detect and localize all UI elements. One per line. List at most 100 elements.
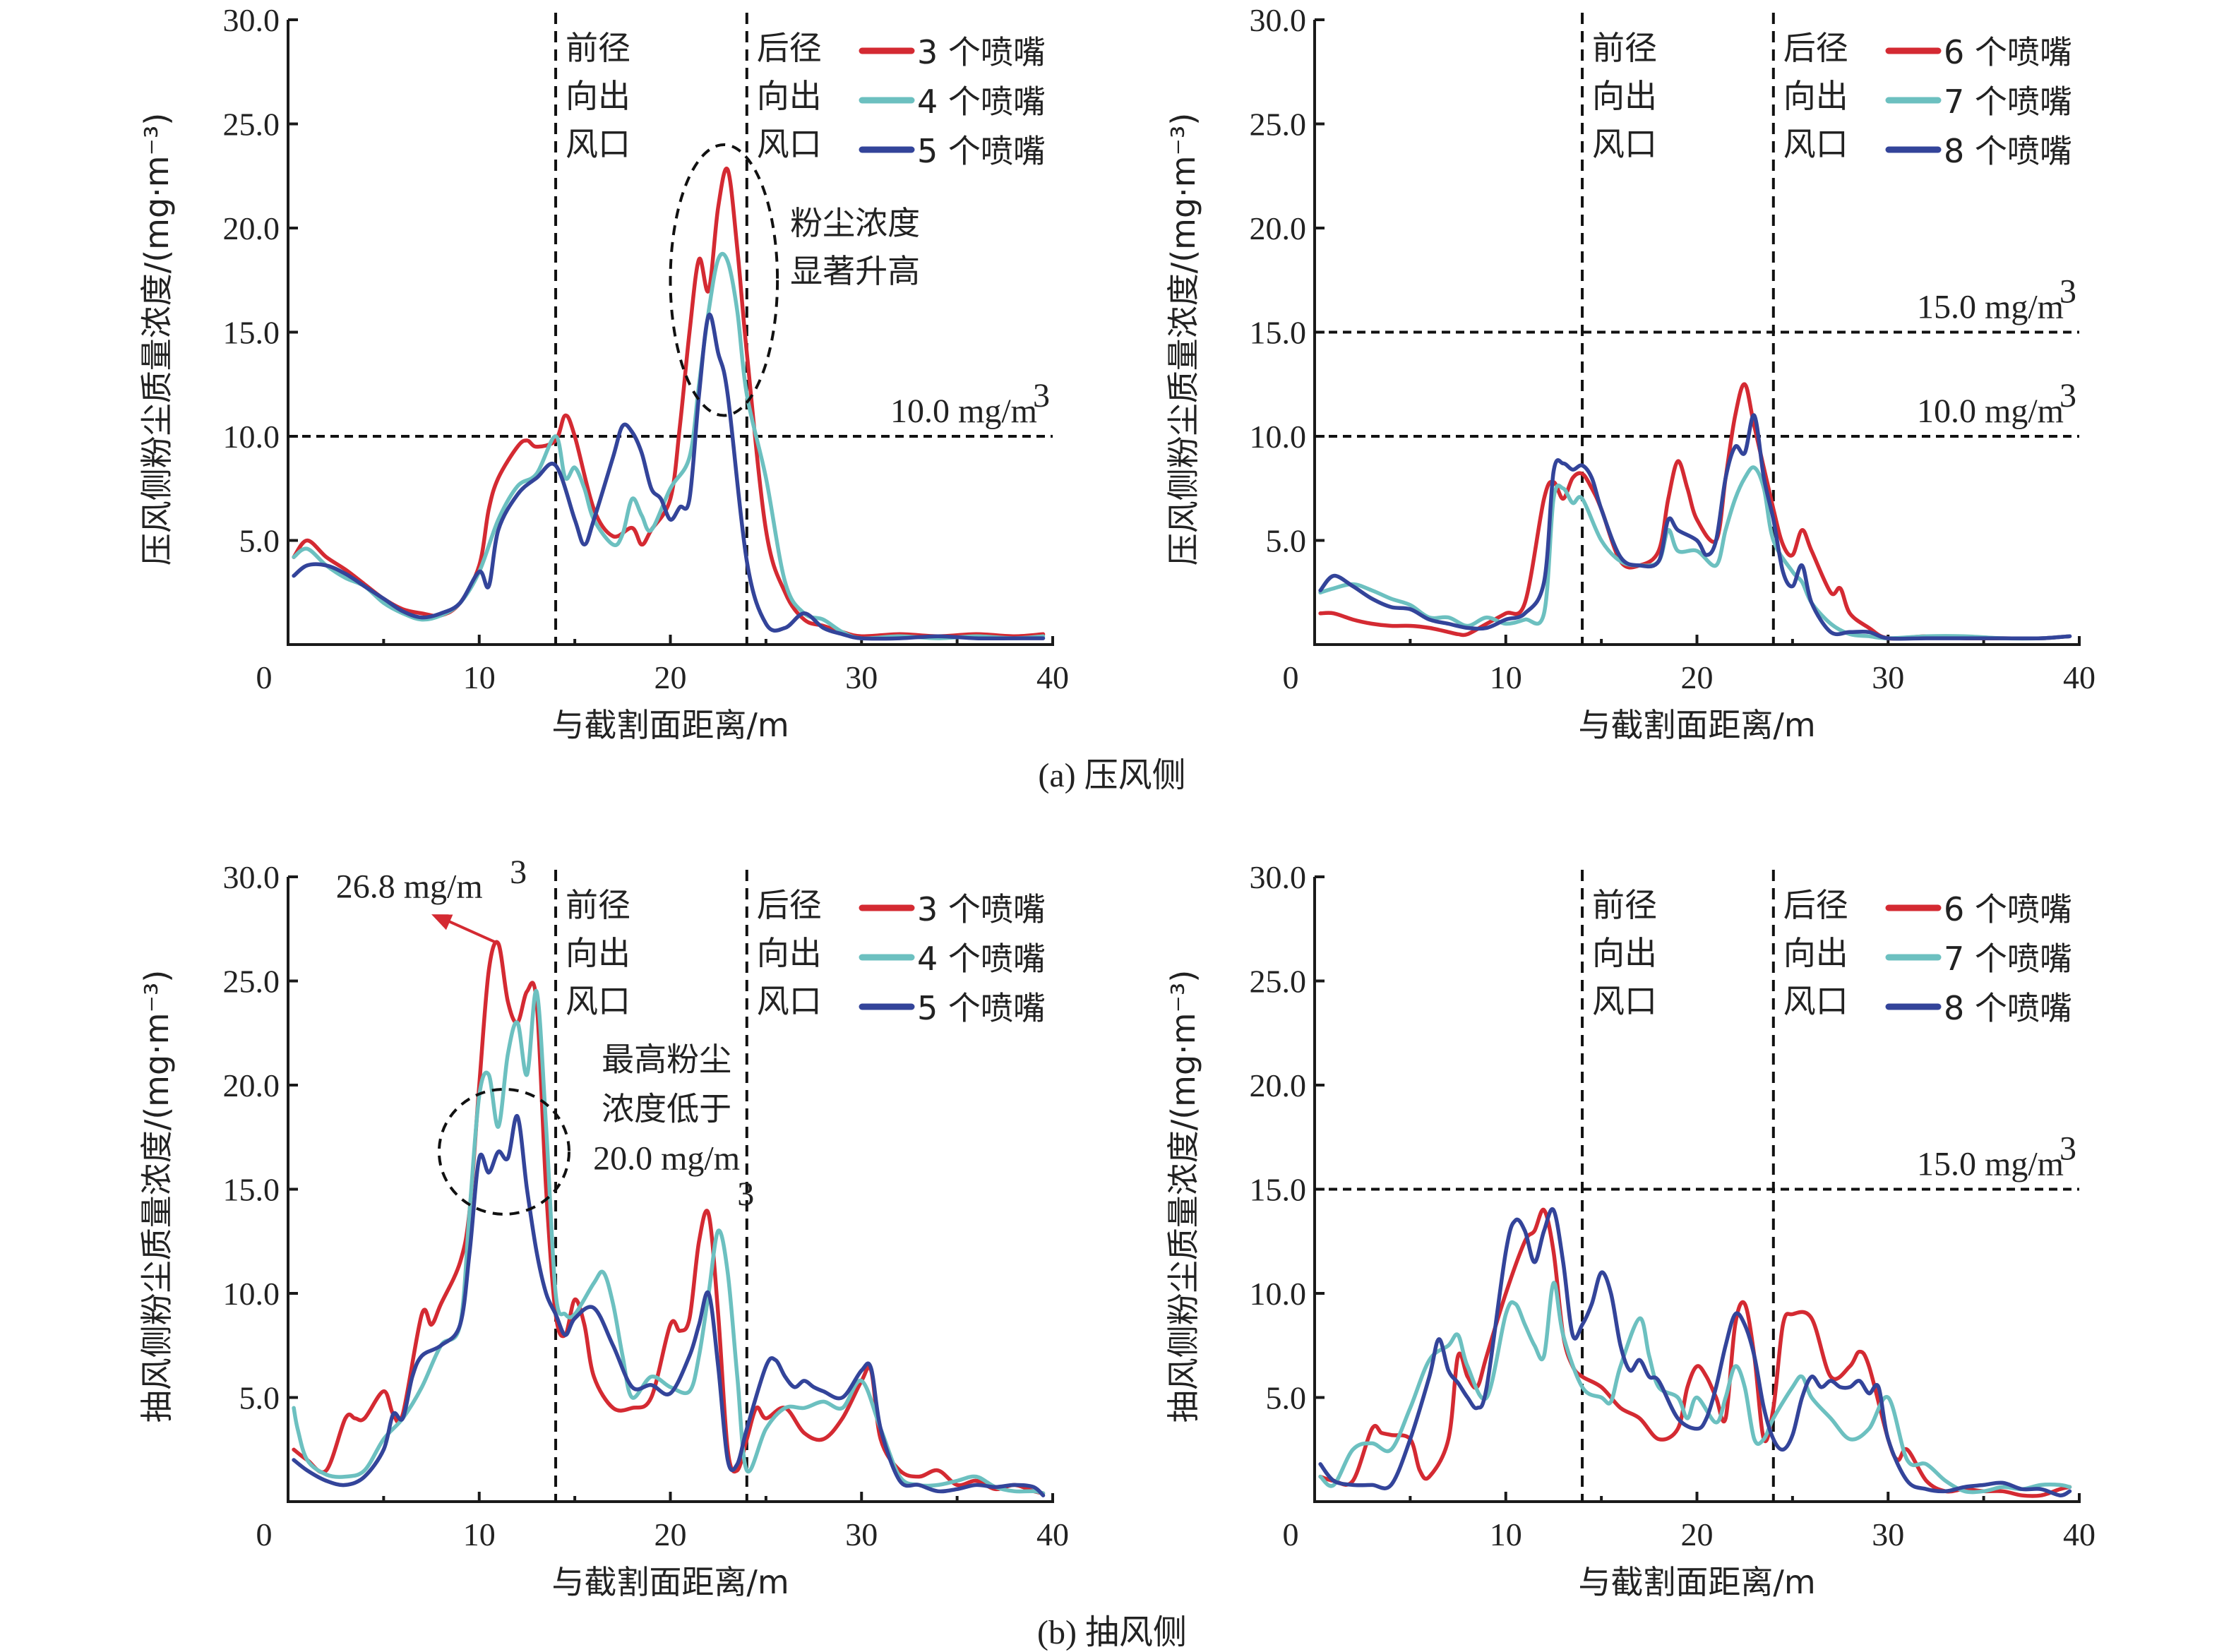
y-tick-label: 5.0	[1266, 523, 1307, 559]
legend-label: 4 个喷嘴	[917, 940, 1046, 978]
reference-line-label: 前径	[1592, 29, 1657, 67]
chart-b-left: 0 10 20 30 40 5.0 10.0 15.0 20.0 25.0 30.0 与截割面距离/m…	[138, 854, 1069, 1601]
y-tick-label: 10.0	[223, 1276, 280, 1312]
reference-line-label: 后径	[1783, 29, 1848, 67]
legend-label: 7 个喷嘴	[1944, 940, 2072, 978]
reference-line-label: 风口	[1592, 125, 1657, 163]
y-tick-label: 15.0	[1250, 1172, 1307, 1208]
reference-line-label: 向出	[1783, 934, 1848, 972]
legend-label: 7 个喷嘴	[1944, 83, 2072, 121]
reference-line-label: 风口	[566, 125, 630, 163]
threshold-label-superscript: 3	[2059, 273, 2076, 311]
series-line-1	[1318, 382, 2072, 641]
reference-line-label: 向出	[1592, 934, 1657, 972]
series-line-2	[1318, 1281, 2072, 1495]
x-axis-label: 与截割面距离/m	[551, 1563, 789, 1601]
legend-label: 3 个喷嘴	[917, 33, 1046, 71]
y-tick-label: 20.0	[223, 1067, 280, 1103]
peak-annotation-superscript: 3	[510, 854, 527, 891]
y-tick-label: 20.0	[1250, 1067, 1307, 1103]
x-tick-label: 20	[1681, 1516, 1714, 1552]
y-tick-label: 10.0	[223, 419, 280, 455]
y-axis-label: 抽风侧粉尘质量浓度/(mg·m⁻³)	[138, 970, 176, 1423]
x-tick-label: 30	[1872, 659, 1904, 695]
threshold-label-superscript: 3	[2059, 377, 2076, 414]
x-tick-label: 30	[1872, 1516, 1904, 1552]
annotation-arrow-line	[442, 917, 499, 945]
legend-label: 5 个喷嘴	[917, 989, 1046, 1027]
legend-label: 8 个喷嘴	[1944, 132, 2072, 170]
threshold-label: 15.0 mg/m	[1917, 1146, 2064, 1183]
x-tick-label: 40	[2063, 1516, 2096, 1552]
annotation-text: 显著升高	[790, 252, 920, 290]
x-tick-label: 10	[463, 659, 496, 695]
legend-label: 3 个喷嘴	[917, 890, 1046, 928]
x-tick-label: 10	[1490, 1516, 1522, 1552]
legend-label: 6 个喷嘴	[1944, 890, 2072, 928]
y-tick-label: 10.0	[1250, 1276, 1307, 1312]
y-tick-label: 20.0	[1250, 210, 1307, 246]
y-tick-label: 30.0	[223, 2, 280, 38]
x-axis-label: 与截割面距离/m	[1578, 706, 1815, 744]
x-tick-label: 20	[1681, 659, 1714, 695]
x-tick-label: 40	[1036, 1516, 1069, 1552]
chart-a-right: 0 10 20 30 40 5.0 10.0 15.0 20.0 25.0 30.0 与截割面距离/m…	[1164, 2, 2096, 744]
series-line-3	[292, 312, 1046, 641]
y-tick-label: 5.0	[239, 1380, 280, 1416]
reference-line-label: 后径	[757, 29, 822, 67]
reference-line-label: 后径	[757, 886, 822, 924]
annotation-text: 浓度低于	[602, 1089, 731, 1127]
legend-label: 4 个喷嘴	[917, 83, 1046, 121]
legend-label: 5 个喷嘴	[917, 132, 1046, 170]
threshold-label-superscript: 3	[2059, 1130, 2076, 1168]
reference-line-label: 风口	[1592, 982, 1657, 1020]
reference-line-label: 向出	[757, 77, 822, 115]
y-axis-label: 压风侧粉尘质量浓度/(mg·m⁻³)	[138, 113, 176, 566]
reference-line-label: 风口	[757, 125, 822, 163]
series-line-3	[292, 1114, 1046, 1497]
annotation-text: 最高粉尘	[602, 1040, 731, 1078]
reference-line-label: 风口	[566, 982, 630, 1020]
chart-a-left: 0 10 20 30 40 5.0 10.0 15.0 20.0 25.0 30.0 与截割面距离/m…	[138, 2, 1069, 744]
y-tick-label: 10.0	[1250, 419, 1307, 455]
reference-line-label: 向出	[566, 77, 630, 115]
reference-line-label: 后径	[1783, 886, 1848, 924]
y-tick-label: 20.0	[223, 210, 280, 246]
annotation-text: 20.0 mg/m	[593, 1139, 740, 1177]
highlight-circle	[437, 1087, 571, 1216]
x-axis-label: 与截割面距离/m	[551, 706, 789, 744]
x-tick-label: 0	[256, 659, 273, 695]
reference-line-label: 前径	[566, 29, 630, 67]
reference-line-label: 向出	[566, 934, 630, 972]
x-tick-label: 0	[1283, 659, 1299, 695]
y-tick-label: 25.0	[1250, 107, 1307, 143]
y-tick-label: 15.0	[1250, 315, 1307, 351]
x-tick-label: 0	[1283, 1516, 1299, 1552]
y-tick-label: 30.0	[223, 859, 280, 895]
peak-annotation-text: 26.8 mg/m	[336, 868, 483, 906]
x-tick-label: 10	[463, 1516, 496, 1552]
x-tick-label: 40	[2063, 659, 2096, 695]
threshold-label: 10.0 mg/m	[1917, 393, 2064, 430]
y-tick-label: 5.0	[1266, 1380, 1307, 1416]
threshold-label-superscript: 3	[1033, 377, 1050, 414]
x-tick-label: 30	[845, 1516, 878, 1552]
y-tick-label: 15.0	[223, 1172, 280, 1208]
chart-b-right: 0 10 20 30 40 5.0 10.0 15.0 20.0 25.0 30.0 与截割面距离/m…	[1164, 859, 2096, 1601]
caption-b: (b) 抽风侧	[1037, 1614, 1187, 1651]
y-tick-label: 30.0	[1250, 2, 1307, 38]
series-line-2	[1318, 465, 2072, 641]
threshold-label: 10.0 mg/m	[890, 393, 1037, 430]
y-tick-label: 25.0	[223, 964, 280, 1000]
y-tick-label: 15.0	[223, 315, 280, 351]
reference-line-label: 风口	[1783, 125, 1848, 163]
x-tick-label: 20	[654, 659, 687, 695]
series-line-3	[1318, 1207, 2072, 1497]
x-tick-label: 10	[1490, 659, 1522, 695]
series-line-1	[1318, 1207, 2072, 1498]
reference-line-label: 前径	[1592, 886, 1657, 924]
x-axis-label: 与截割面距离/m	[1578, 1563, 1815, 1601]
legend-label: 6 个喷嘴	[1944, 33, 2072, 71]
y-tick-label: 5.0	[239, 523, 280, 559]
reference-line-label: 向出	[1592, 77, 1657, 115]
